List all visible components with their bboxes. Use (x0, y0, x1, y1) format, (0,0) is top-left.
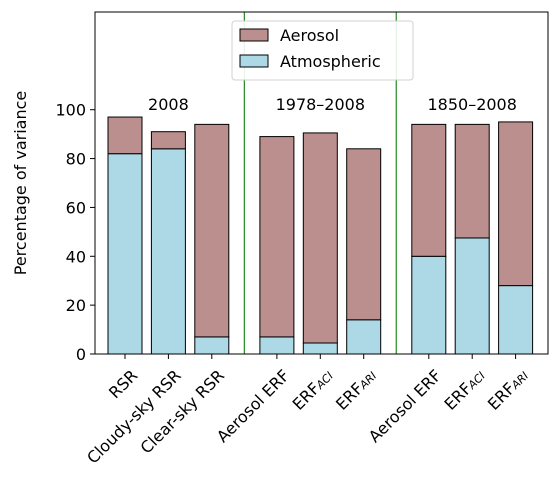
bar (454, 123, 490, 239)
x-tick-label: ERFACI (289, 366, 337, 414)
bar (346, 148, 382, 321)
bar (259, 336, 295, 355)
bar (150, 148, 186, 355)
x-tick-label: ERFARI (484, 366, 532, 414)
x-tick-label: RSR (105, 366, 141, 402)
y-tick-label: 80 (66, 150, 86, 169)
bar (498, 285, 534, 355)
bar (194, 123, 230, 338)
plot-frame (94, 11, 549, 355)
bar (194, 336, 230, 355)
bar (107, 153, 143, 355)
y-tick-label: 60 (66, 198, 86, 217)
bar (150, 131, 186, 150)
bar (454, 237, 490, 355)
bar (302, 342, 338, 355)
bar (411, 255, 447, 355)
bar (498, 121, 534, 287)
bar (259, 136, 295, 338)
bar (346, 319, 382, 355)
y-tick-label: 0 (76, 345, 86, 364)
group-label: 1978–2008 (276, 95, 365, 114)
x-tick-label-text: RSR (105, 366, 141, 402)
y-axis-label: Percentage of variance (11, 91, 30, 275)
legend-label: Aerosol (280, 26, 339, 45)
y-tick-label: 20 (66, 296, 86, 315)
y-tick-label: 40 (66, 247, 86, 266)
y-tick-label: 100 (55, 101, 86, 120)
bar (302, 132, 338, 344)
legend-box (231, 20, 414, 81)
legend-swatch (239, 54, 269, 68)
group-label: 2008 (148, 95, 189, 114)
legend-swatch (239, 28, 269, 42)
x-tick-label: ERFACI (441, 366, 489, 414)
bar (107, 116, 143, 155)
x-tick-label: ERFARI (332, 366, 380, 414)
bar (411, 123, 447, 257)
group-label: 1850–2008 (427, 95, 516, 114)
legend-label: Atmospheric (280, 52, 381, 71)
